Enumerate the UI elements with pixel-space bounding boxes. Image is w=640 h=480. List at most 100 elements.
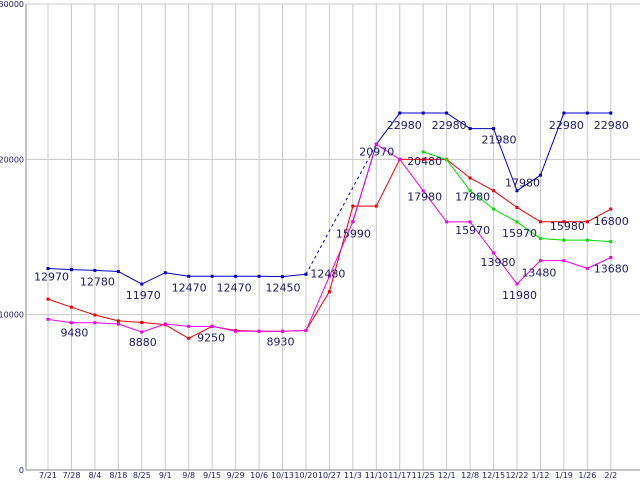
series-segment bbox=[352, 144, 377, 222]
series-segment bbox=[305, 275, 330, 331]
data-label: 15970 bbox=[455, 224, 490, 237]
data-point bbox=[327, 274, 331, 278]
series-segment bbox=[493, 252, 518, 285]
series-segment bbox=[516, 221, 541, 239]
series-segment bbox=[118, 323, 142, 333]
data-point bbox=[492, 207, 496, 211]
series-segment bbox=[446, 112, 471, 129]
series-segment bbox=[399, 159, 424, 192]
x-tick-label: 7/21 bbox=[39, 471, 57, 480]
data-point bbox=[562, 220, 566, 224]
data-point bbox=[585, 266, 589, 270]
series-segment bbox=[587, 257, 612, 269]
data-label: 15980 bbox=[550, 220, 585, 233]
series-segment bbox=[165, 323, 189, 327]
data-label: 16800 bbox=[594, 215, 629, 228]
series-segment bbox=[212, 325, 236, 332]
data-label: 22980 bbox=[594, 119, 629, 132]
data-point bbox=[492, 251, 496, 255]
series-segment bbox=[188, 325, 213, 339]
data-point bbox=[421, 157, 425, 161]
x-tick-label: 7/28 bbox=[62, 471, 80, 480]
data-point bbox=[445, 111, 449, 115]
data-point bbox=[609, 256, 613, 260]
data-point bbox=[538, 259, 542, 263]
x-tick-label: 12/8 bbox=[461, 471, 479, 480]
data-point bbox=[93, 321, 97, 325]
data-label: 13480 bbox=[521, 267, 556, 280]
data-point bbox=[210, 324, 214, 328]
data-point bbox=[234, 329, 238, 333]
data-label: 8930 bbox=[267, 335, 295, 348]
data-point bbox=[210, 274, 214, 278]
data-point bbox=[492, 127, 496, 131]
series-segment bbox=[446, 159, 471, 192]
series-segment bbox=[141, 272, 166, 285]
series-segment bbox=[118, 320, 142, 323]
data-point bbox=[515, 189, 519, 193]
series-segment bbox=[305, 291, 330, 331]
data-point bbox=[140, 320, 144, 324]
data-point bbox=[468, 127, 472, 131]
series-segment bbox=[375, 112, 401, 145]
series-segment bbox=[540, 238, 564, 241]
x-tick-label: 1/26 bbox=[578, 471, 596, 480]
data-label: 12470 bbox=[217, 281, 252, 294]
y-tick-label: 0 bbox=[19, 466, 24, 475]
data-label: 15970 bbox=[502, 227, 537, 240]
data-point bbox=[538, 220, 542, 224]
data-label: 12470 bbox=[172, 281, 207, 294]
series-segment bbox=[469, 190, 494, 210]
data-point bbox=[257, 329, 261, 333]
data-point bbox=[468, 220, 472, 224]
series-segment bbox=[469, 221, 494, 254]
data-point bbox=[116, 319, 120, 323]
data-point bbox=[585, 220, 589, 224]
data-point bbox=[374, 204, 378, 208]
data-point bbox=[492, 189, 496, 193]
data-point bbox=[445, 158, 449, 162]
data-point bbox=[515, 220, 519, 224]
series-segment bbox=[47, 298, 72, 308]
x-tick-label: 10/20 bbox=[294, 471, 317, 480]
series-segment bbox=[94, 322, 119, 325]
series-segment bbox=[423, 151, 447, 161]
series-segment bbox=[141, 321, 166, 326]
data-label: 13680 bbox=[594, 263, 629, 276]
data-point bbox=[46, 267, 50, 271]
data-point bbox=[374, 142, 378, 146]
x-tick-label: 9/29 bbox=[227, 471, 245, 480]
data-point bbox=[398, 111, 402, 115]
series-segment bbox=[422, 190, 448, 223]
data-point bbox=[515, 205, 519, 209]
x-tick-label: 11/10 bbox=[365, 471, 388, 480]
data-point bbox=[163, 322, 167, 326]
data-point bbox=[327, 290, 331, 294]
series-segment bbox=[516, 260, 541, 285]
data-label: 17980 bbox=[455, 191, 490, 204]
data-point bbox=[234, 274, 238, 278]
data-point bbox=[538, 173, 542, 177]
data-point bbox=[304, 329, 308, 333]
x-tick-label: 1/19 bbox=[555, 471, 573, 480]
x-tick-label: 2/2 bbox=[604, 471, 617, 480]
data-label: 22980 bbox=[432, 119, 467, 132]
data-label: 11970 bbox=[126, 289, 161, 302]
data-point bbox=[351, 204, 355, 208]
data-label: 17980 bbox=[505, 177, 540, 190]
y-tick-label: 20000 bbox=[0, 155, 24, 164]
series-segment bbox=[587, 208, 612, 223]
data-point bbox=[562, 259, 566, 263]
data-point bbox=[93, 313, 97, 317]
data-label: 15990 bbox=[336, 228, 371, 241]
series-segment bbox=[376, 143, 401, 160]
data-labels: 12970 12780 11970 12470 12470 12450 12480 9480 8… bbox=[34, 119, 629, 349]
series-segment bbox=[539, 112, 565, 176]
x-tick-label: 8/4 bbox=[88, 471, 101, 480]
series-segment bbox=[328, 221, 354, 277]
data-label: 20480 bbox=[407, 155, 442, 168]
series-segment bbox=[446, 158, 471, 179]
data-point bbox=[538, 237, 542, 241]
data-point bbox=[304, 272, 308, 276]
